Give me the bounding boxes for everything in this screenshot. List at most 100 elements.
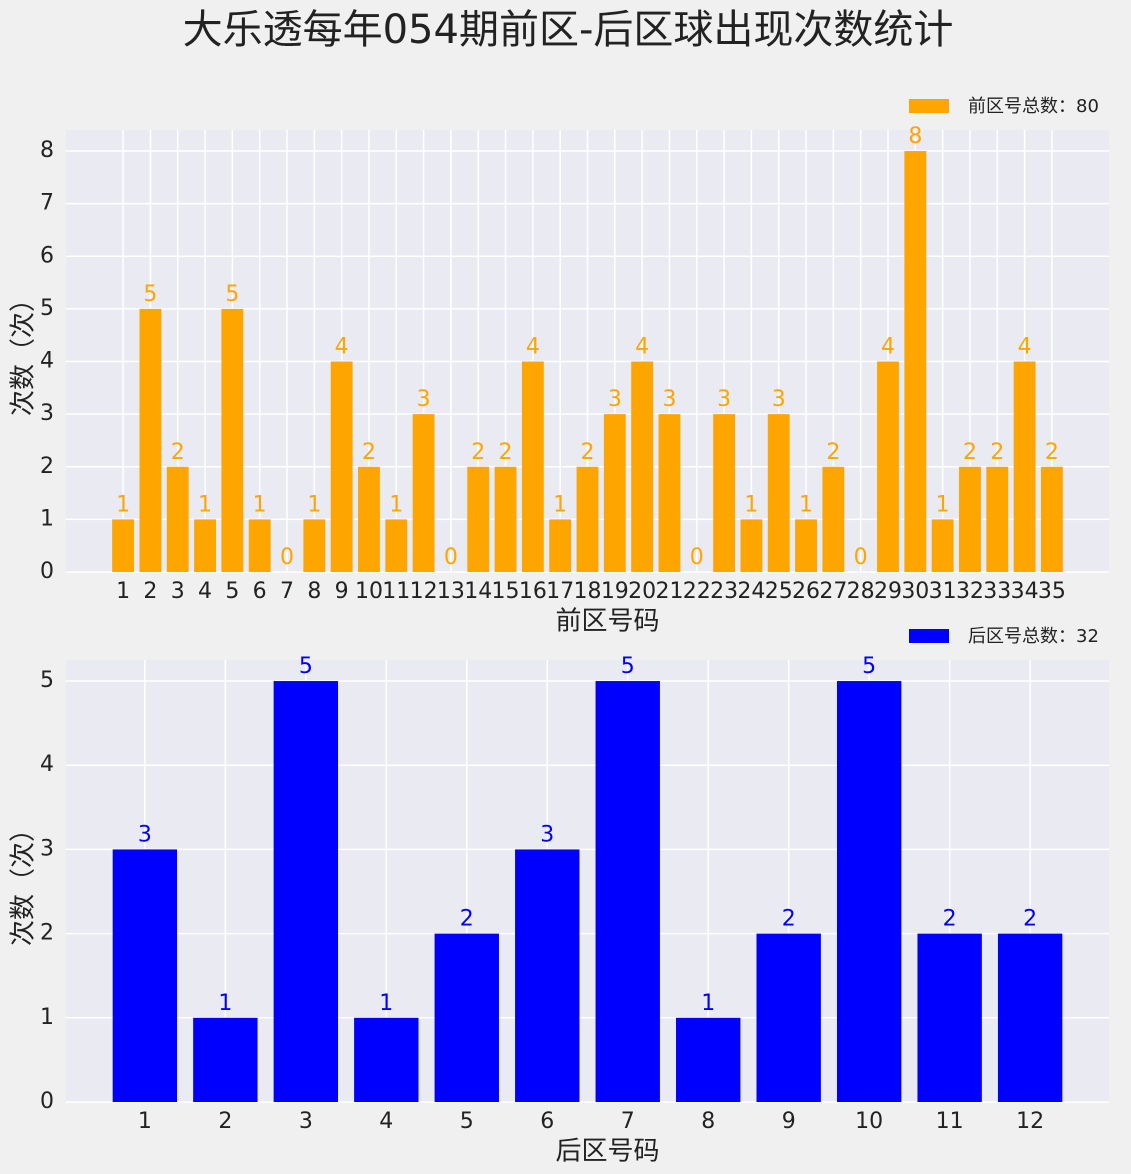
- x-tick-label: 9: [335, 579, 349, 604]
- value-label: 2: [1023, 907, 1037, 932]
- bar: [576, 466, 599, 572]
- legend-swatch: [909, 99, 949, 113]
- x-tick-label: 13: [437, 579, 465, 604]
- x-tick-label: 28: [847, 579, 875, 604]
- value-label: 5: [621, 654, 635, 679]
- y-tick-label: 3: [40, 836, 54, 861]
- x-tick-label: 2: [218, 1109, 232, 1134]
- legend-label: 前区号总数：80: [968, 96, 1099, 117]
- value-label: 3: [138, 822, 152, 847]
- value-label: 5: [225, 282, 239, 307]
- x-tick-label: 10: [355, 579, 383, 604]
- x-tick-label: 26: [792, 579, 820, 604]
- x-axis-label: 前区号码: [555, 607, 659, 637]
- y-tick-label: 4: [40, 752, 54, 777]
- x-axis-label: 后区号码: [555, 1137, 659, 1167]
- value-label: 2: [1045, 440, 1059, 465]
- value-label: 2: [499, 440, 513, 465]
- x-tick-label: 1: [116, 579, 130, 604]
- value-label: 1: [198, 492, 212, 517]
- bar: [330, 361, 353, 572]
- value-label: 3: [717, 387, 731, 412]
- bar: [434, 933, 499, 1102]
- value-label: 3: [540, 822, 554, 847]
- x-tick-label: 16: [519, 579, 547, 604]
- bar: [836, 681, 902, 1102]
- x-tick-label: 6: [253, 579, 267, 604]
- value-label: 2: [471, 440, 485, 465]
- value-label: 1: [799, 492, 813, 517]
- x-tick-label: 21: [655, 579, 683, 604]
- value-label: 3: [608, 387, 622, 412]
- x-tick-label: 4: [379, 1109, 393, 1134]
- x-tick-label: 25: [765, 579, 793, 604]
- x-tick-label: 18: [574, 579, 602, 604]
- x-tick-label: 4: [198, 579, 212, 604]
- x-tick-label: 20: [628, 579, 656, 604]
- y-tick-label: 5: [40, 296, 54, 321]
- bar: [631, 361, 654, 572]
- x-tick-label: 34: [1011, 579, 1039, 604]
- y-tick-label: 5: [40, 668, 54, 693]
- y-tick-label: 0: [40, 559, 54, 584]
- x-tick-label: 3: [299, 1109, 313, 1134]
- value-label: 2: [581, 440, 595, 465]
- value-label: 1: [744, 492, 758, 517]
- value-label: 0: [690, 545, 704, 570]
- x-tick-label: 1: [138, 1109, 152, 1134]
- x-tick-label: 10: [855, 1109, 883, 1134]
- bar: [166, 466, 189, 572]
- y-tick-label: 6: [40, 243, 54, 268]
- bar: [959, 466, 981, 572]
- value-label: 4: [335, 335, 349, 360]
- y-tick-label: 3: [40, 401, 54, 426]
- x-tick-label: 32: [956, 579, 984, 604]
- value-label: 1: [389, 492, 403, 517]
- value-label: 2: [990, 440, 1004, 465]
- value-label: 5: [299, 654, 313, 679]
- y-tick-label: 2: [40, 454, 54, 479]
- y-tick-label: 2: [40, 921, 54, 946]
- bar: [273, 681, 339, 1102]
- bar: [931, 519, 954, 572]
- value-label: 4: [526, 335, 540, 360]
- bar: [756, 933, 821, 1102]
- bar: [795, 519, 817, 572]
- bar: [549, 519, 572, 572]
- x-tick-label: 14: [464, 579, 492, 604]
- value-label: 1: [116, 492, 130, 517]
- bar: [917, 933, 982, 1102]
- value-label: 1: [701, 991, 715, 1016]
- y-tick-label: 1: [40, 1005, 54, 1030]
- x-tick-label: 27: [819, 579, 847, 604]
- bar: [494, 466, 517, 572]
- value-label: 5: [862, 654, 876, 679]
- x-tick-label: 30: [901, 579, 929, 604]
- x-tick-label: 12: [410, 579, 438, 604]
- y-axis-label: 次数（次）: [9, 816, 39, 946]
- bar: [603, 414, 626, 572]
- y-axis-label: 次数（次）: [9, 286, 39, 416]
- x-tick-label: 12: [1016, 1109, 1044, 1134]
- x-tick-label: 24: [737, 579, 765, 604]
- value-label: 2: [460, 907, 474, 932]
- y-tick-label: 4: [40, 349, 54, 374]
- bar: [877, 361, 899, 572]
- bar: [358, 466, 380, 572]
- bar: [997, 933, 1063, 1102]
- x-tick-label: 11: [382, 579, 410, 604]
- bar: [112, 519, 135, 572]
- value-label: 3: [772, 387, 786, 412]
- value-label: 5: [143, 282, 157, 307]
- bar: [521, 361, 544, 572]
- x-tick-label: 6: [540, 1109, 554, 1134]
- x-tick-label: 2: [143, 579, 157, 604]
- value-label: 2: [362, 440, 376, 465]
- value-label: 4: [881, 335, 895, 360]
- x-tick-label: 7: [621, 1109, 635, 1134]
- x-tick-label: 29: [874, 579, 902, 604]
- value-label: 8: [908, 124, 922, 149]
- bar: [248, 519, 271, 572]
- x-tick-label: 23: [710, 579, 738, 604]
